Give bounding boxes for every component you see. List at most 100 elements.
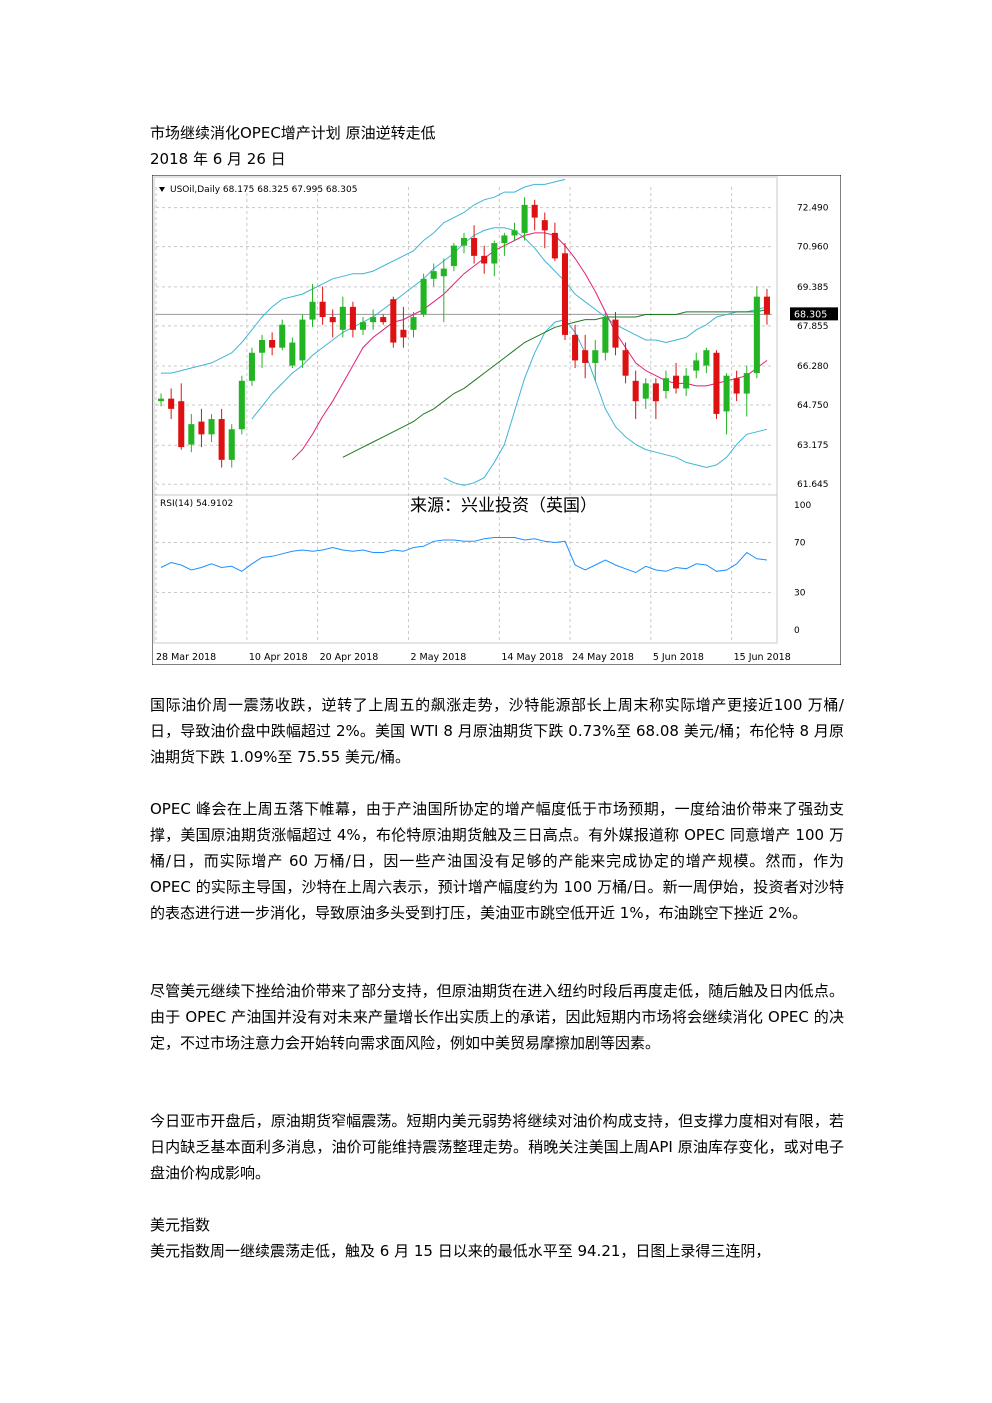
candle-body	[390, 299, 397, 343]
date-tick-label: 14 May 2018	[501, 652, 563, 663]
candle-body	[269, 340, 276, 348]
candle-body	[198, 421, 205, 435]
candle-body	[279, 324, 286, 348]
candle-body	[450, 245, 457, 267]
candle-body	[491, 243, 498, 264]
candle-body	[622, 350, 629, 376]
chart-plot-frame	[153, 176, 778, 644]
current-price-box	[790, 307, 838, 321]
candle-body	[329, 317, 336, 323]
candle-body	[602, 317, 609, 353]
candle-body	[289, 342, 296, 366]
paragraph-4: 今日亚市开盘后，原油期货窄幅震荡。短期内美元弱势将继续对油价构成支持，但支撑力度…	[150, 1112, 844, 1182]
rsi-line	[160, 537, 768, 574]
moving-average-green-line	[342, 308, 768, 458]
candle-body	[158, 398, 165, 402]
chart-canvas: 72.490 70.960 69.385 67.855 66.280 64.750 63.1…	[151, 174, 842, 666]
candle-body	[662, 378, 669, 391]
paragraph-3: 尽管美元继续下挫给油价带来了部分支持，但原油期货在进入纽约时段后再度走低，随后触…	[150, 982, 844, 1052]
candle-body	[612, 319, 619, 348]
rsi-tick-label: 100	[794, 501, 811, 511]
price-tick-label: 63.175	[797, 441, 829, 451]
date-tick-label: 28 Mar 2018	[156, 652, 216, 663]
date-tick-label: 24 May 2018	[572, 652, 634, 663]
candle-body	[652, 383, 659, 402]
paragraph-2: OPEC 峰会在上周五落下帷幕，由于产油国所协定的增产幅度低于市场预期，一度给油…	[150, 800, 844, 922]
candle-body	[359, 322, 367, 330]
article-date: 2018 年 6 月 26 日	[150, 150, 286, 168]
candle-body	[309, 301, 316, 320]
candle-body	[440, 268, 447, 277]
price-tick-label: 67.855	[797, 322, 829, 332]
bollinger-lower-line	[443, 319, 768, 486]
axes: 72.490 70.960 69.385 67.855 66.280 64.750 63.1…	[156, 204, 838, 663]
candle-body	[551, 232, 558, 259]
candle-body	[541, 220, 548, 231]
candle-body	[299, 319, 306, 361]
candle-body	[380, 317, 387, 323]
candles	[158, 197, 770, 468]
candle-body	[642, 383, 649, 399]
date-tick-label: 2 May 2018	[410, 652, 466, 663]
candle-body	[703, 350, 710, 366]
date-tick-label: 15 Jun 2018	[734, 652, 791, 663]
bollinger-upper-line	[161, 178, 566, 374]
candle-body	[582, 350, 589, 363]
source-label: 来源：兴业投资（英国）	[410, 496, 597, 516]
price-tick-label: 64.750	[797, 401, 829, 411]
candle-body	[561, 253, 569, 335]
candle-body	[572, 334, 579, 361]
candle-body	[218, 419, 225, 460]
candle-body	[460, 238, 468, 246]
price-tick-label: 72.490	[797, 204, 829, 214]
dropdown-triangle-icon	[159, 187, 165, 192]
candle-body	[592, 350, 599, 363]
candle-body	[238, 380, 245, 430]
candle-body	[743, 373, 750, 394]
candle-body	[319, 301, 326, 318]
section-heading: 美元指数	[150, 1216, 211, 1234]
candle-body	[713, 352, 720, 414]
date-tick-label: 10 Apr 2018	[249, 652, 308, 663]
candle-body	[753, 296, 760, 374]
rsi-pane	[160, 537, 768, 574]
date-tick-label: 5 Jun 2018	[653, 652, 704, 663]
rsi-tick-label: 70	[794, 539, 806, 549]
candle-body	[178, 401, 185, 448]
candle-body	[632, 380, 639, 402]
candle-body	[188, 424, 195, 445]
candle-body	[370, 317, 377, 323]
rsi-label: RSI(14) 54.9102	[160, 499, 233, 509]
candle-body	[248, 352, 255, 381]
candle-body	[471, 238, 478, 256]
symbol-header: USOil,Daily 68.175 68.325 67.995 68.305	[170, 185, 357, 195]
current-price-label: 68.305	[794, 309, 827, 320]
candle-body	[521, 204, 528, 233]
candle-body	[673, 375, 680, 389]
candle-body	[733, 378, 740, 394]
candle-body	[763, 296, 770, 315]
price-tick-label: 66.280	[797, 362, 829, 372]
article-title: 市场继续消化OPEC增产计划 原油逆转走低	[150, 124, 436, 142]
candle-body	[693, 360, 700, 371]
candle-body	[481, 255, 488, 264]
candle-body	[683, 375, 690, 389]
price-tick-label: 70.960	[797, 243, 829, 253]
rsi-tick-label: 0	[794, 626, 800, 636]
candle-body	[420, 278, 427, 315]
candle-body	[349, 306, 356, 330]
paragraph-1: 国际油价周一震荡收跌，逆转了上周五的飙涨走势，沙特能源部长上周末称实际增产更接近…	[150, 696, 844, 766]
candle-body	[228, 429, 235, 460]
candle-body	[430, 271, 437, 279]
section-text: 美元指数周一继续震荡走低，触及 6 月 15 日以来的最低水平至 94.21，日…	[150, 1242, 771, 1260]
oil-price-chart: 72.490 70.960 69.385 67.855 66.280 64.750 63.1…	[151, 174, 842, 666]
candle-body	[208, 419, 215, 435]
candle-body	[168, 398, 175, 409]
candle-body	[511, 230, 518, 236]
price-tick-label: 69.385	[797, 283, 829, 293]
candle-body	[531, 204, 538, 218]
candle-body	[501, 235, 508, 244]
candle-body	[400, 329, 407, 338]
candle-body	[339, 306, 346, 330]
candle-body	[410, 317, 417, 330]
